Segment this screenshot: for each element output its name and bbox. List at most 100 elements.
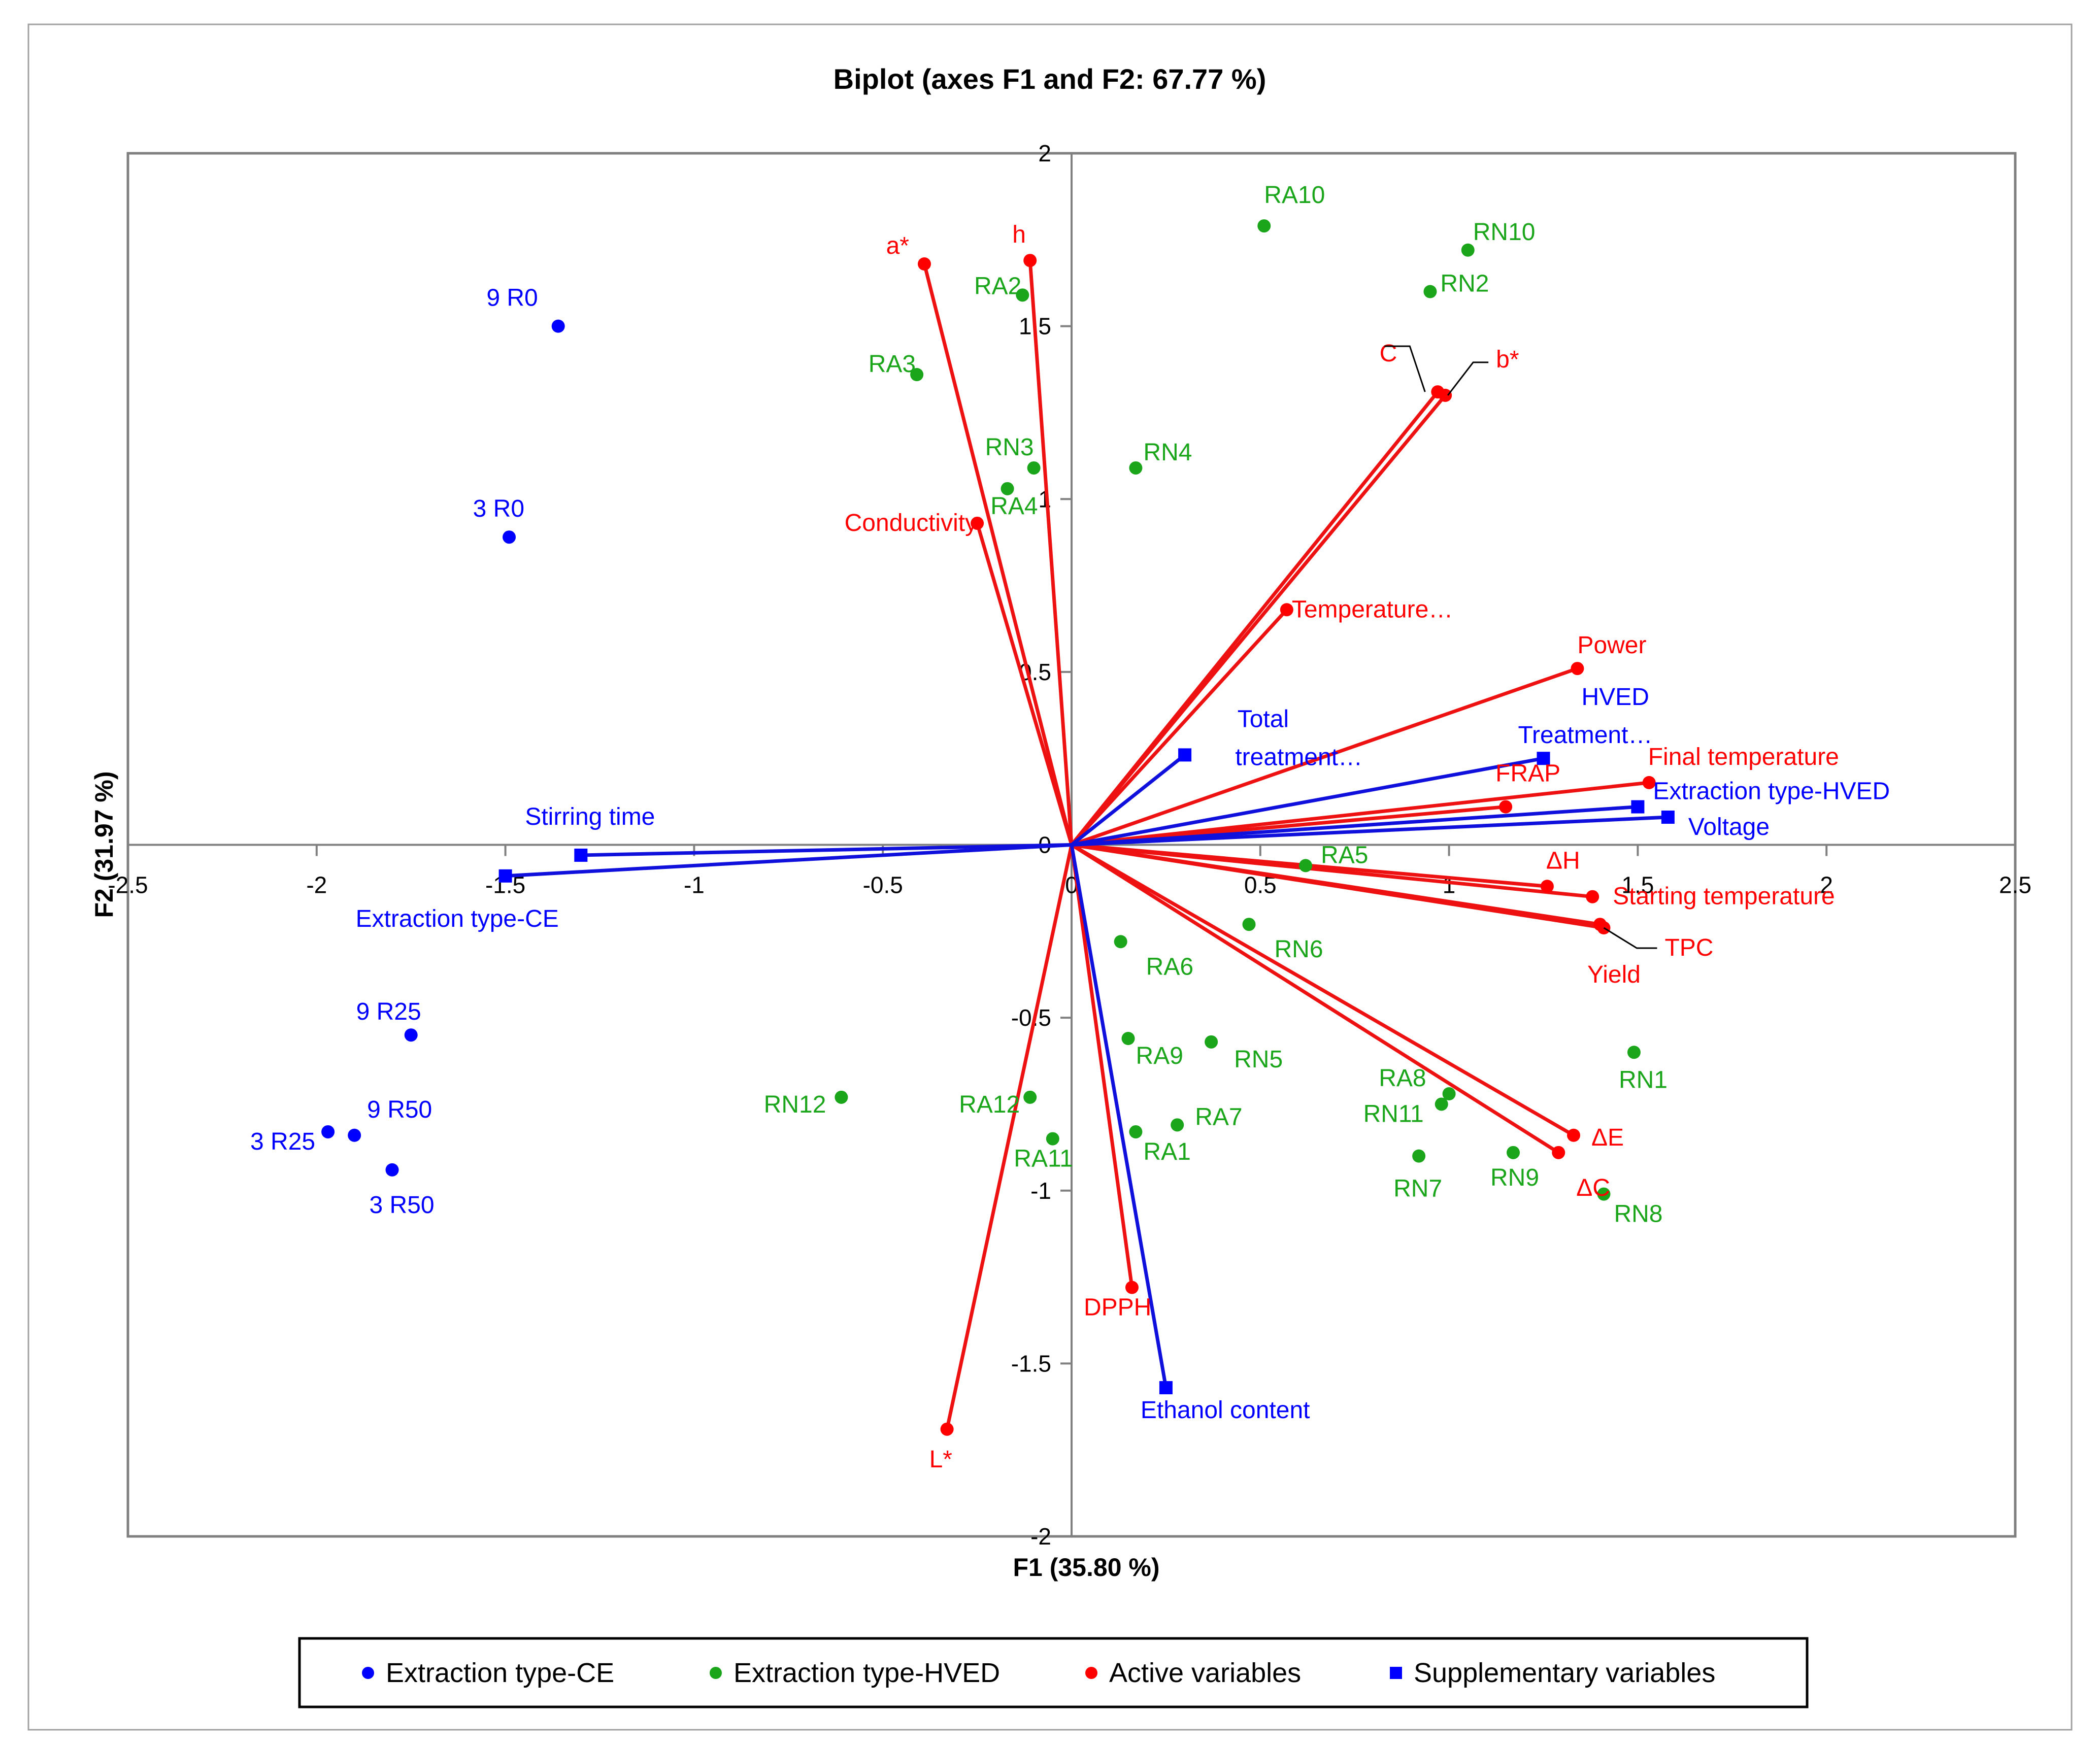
point-labels-layer: 9 R0 3 R0 9 R25 3 R25 9 R50 3 R50 RA10 RN10 RN2 R… bbox=[250, 182, 1890, 1473]
point-3-r25 bbox=[321, 1125, 335, 1138]
label-9-r0: 9 R0 bbox=[486, 285, 538, 312]
point-ra10 bbox=[1257, 219, 1271, 233]
label-rn7: RN7 bbox=[1393, 1176, 1442, 1202]
point-total-treatment bbox=[1178, 748, 1192, 762]
y-tick-label: 2 bbox=[1038, 140, 1051, 166]
tick-labels-layer: -2.5 -2 -1.5 -1 -0.5 0 0.5 1 1.5 2 2.5-2-1.5-1-0.5… bbox=[108, 140, 2031, 1550]
vector-yield bbox=[1071, 843, 1601, 926]
label-3-r50: 3 R50 bbox=[370, 1192, 435, 1219]
point-rn7 bbox=[1412, 1149, 1426, 1163]
point-hved-treatment bbox=[1537, 752, 1550, 765]
label-ethanol-content: Ethanol content bbox=[1141, 1397, 1310, 1424]
legend-marker bbox=[362, 1667, 374, 1679]
label-total-treatment: Total treatment… bbox=[1235, 706, 1362, 770]
point-ra2 bbox=[1016, 288, 1029, 302]
label-final-temperature: Final temperature bbox=[1648, 744, 1839, 770]
point-power bbox=[1571, 662, 1584, 676]
leader-line bbox=[1447, 361, 1489, 396]
point-rn5 bbox=[1205, 1035, 1218, 1049]
label-extraction-type-ce: Extraction type-CE bbox=[356, 905, 559, 932]
label-temperature: Temperature… bbox=[1292, 596, 1453, 623]
label-rn3: RN3 bbox=[985, 434, 1034, 461]
point-9-r50 bbox=[348, 1128, 361, 1142]
vector-conductivity bbox=[975, 522, 1074, 846]
leader-line bbox=[1603, 927, 1657, 949]
point-ra5 bbox=[1299, 859, 1313, 872]
label-c: ΔC bbox=[1576, 1174, 1610, 1201]
point-rn10 bbox=[1461, 243, 1475, 257]
point-3-r50 bbox=[385, 1163, 399, 1177]
point-rn4 bbox=[1129, 461, 1143, 475]
label-voltage: Voltage bbox=[1688, 814, 1770, 841]
point-ra3 bbox=[910, 368, 924, 381]
label-a: a* bbox=[886, 232, 909, 259]
label-conductivity: Conductivity bbox=[845, 510, 977, 536]
label-ra10: RA10 bbox=[1264, 182, 1325, 209]
legend: Extraction type-CE Extraction type-HVED Ac… bbox=[298, 1637, 1809, 1708]
point-e bbox=[1566, 1128, 1580, 1142]
label-rn11: RN11 bbox=[1363, 1100, 1424, 1127]
label-ra8: RA8 bbox=[1379, 1065, 1426, 1092]
x-tick-label: -0.5 bbox=[863, 872, 903, 898]
label-ra7: RA7 bbox=[1195, 1103, 1242, 1130]
label-l: L* bbox=[929, 1446, 952, 1473]
point-h bbox=[1540, 880, 1554, 893]
label-hved-treatment: HVED Treatment… bbox=[1518, 684, 1653, 749]
point-rn11 bbox=[1435, 1097, 1448, 1111]
label-e: ΔE bbox=[1591, 1124, 1624, 1151]
label-ra12: RA12 bbox=[959, 1091, 1020, 1118]
label-line: Treatment… bbox=[1518, 722, 1653, 749]
label-power: Power bbox=[1577, 632, 1646, 659]
point-starting-temperature bbox=[1586, 890, 1599, 903]
label-rn8: RN8 bbox=[1614, 1201, 1662, 1228]
point-ra6 bbox=[1114, 935, 1127, 949]
label-stirring-time: Stirring time bbox=[525, 803, 655, 830]
vector-stirring-time bbox=[581, 843, 1072, 857]
point-l bbox=[940, 1422, 954, 1436]
vector-total-treatment bbox=[1070, 753, 1186, 847]
point-ra9 bbox=[1121, 1032, 1135, 1045]
point-yield bbox=[1593, 918, 1607, 931]
x-tick-label: -2.5 bbox=[108, 872, 148, 898]
label-rn6: RN6 bbox=[1274, 936, 1323, 963]
point-h bbox=[1023, 254, 1037, 267]
label-b: b* bbox=[1496, 346, 1519, 373]
legend-marker bbox=[1085, 1667, 1097, 1679]
vector-hved-treatment bbox=[1071, 756, 1544, 847]
label-9-r25: 9 R25 bbox=[356, 998, 421, 1025]
point-extraction-type-ce bbox=[498, 869, 512, 883]
vector-power bbox=[1071, 666, 1578, 847]
label-yield: Yield bbox=[1587, 961, 1641, 988]
point-rn12 bbox=[835, 1090, 848, 1104]
point-ra8 bbox=[1442, 1087, 1456, 1100]
label-ra1: RA1 bbox=[1143, 1138, 1190, 1165]
label-frap: FRAP bbox=[1495, 760, 1560, 787]
point-rn1 bbox=[1627, 1046, 1641, 1059]
label-ra3: RA3 bbox=[869, 351, 916, 378]
label-ra9: RA9 bbox=[1136, 1043, 1183, 1069]
label-rn5: RN5 bbox=[1234, 1046, 1283, 1073]
label-c: C bbox=[1380, 340, 1397, 367]
point-ra7 bbox=[1171, 1118, 1184, 1132]
vectors-layer bbox=[505, 260, 1669, 1430]
x-tick-label: -1 bbox=[684, 872, 705, 898]
vector-c bbox=[1071, 843, 1560, 1154]
y-tick-label: -1.5 bbox=[1011, 1350, 1051, 1376]
point-rn3 bbox=[1027, 461, 1041, 475]
label-h: ΔH bbox=[1546, 847, 1580, 874]
legend-marker bbox=[710, 1667, 722, 1679]
vector-voltage bbox=[1071, 815, 1669, 847]
point-voltage bbox=[1661, 811, 1675, 824]
label-rn9: RN9 bbox=[1490, 1164, 1539, 1191]
vector-ethanol-content bbox=[1070, 844, 1168, 1388]
vector-extraction-type-ce bbox=[505, 843, 1072, 878]
point-9-r25 bbox=[404, 1028, 418, 1042]
x-tick-label: 2 bbox=[1820, 872, 1833, 898]
point-temperature bbox=[1280, 603, 1293, 617]
vector-e bbox=[1071, 843, 1575, 1137]
label-ra2: RA2 bbox=[974, 273, 1021, 299]
legend-box bbox=[298, 1637, 1809, 1708]
vector-starting-temperature bbox=[1071, 843, 1593, 899]
point-c bbox=[1552, 1146, 1565, 1159]
